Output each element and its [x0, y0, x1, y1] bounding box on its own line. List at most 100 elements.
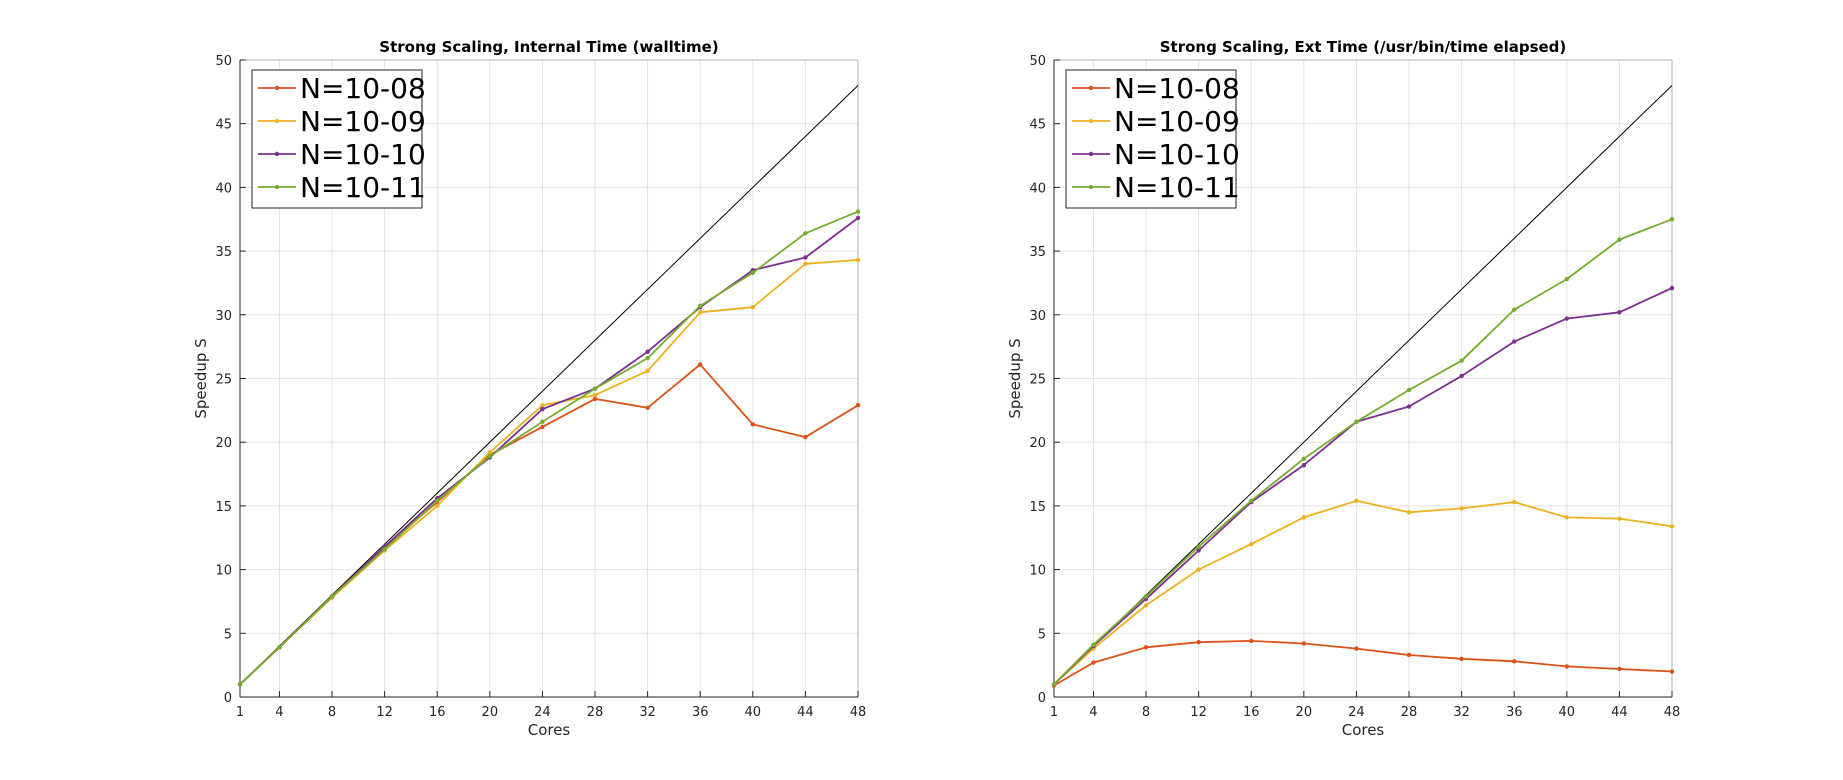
y-tick-label: 25	[1029, 373, 1046, 388]
data-point	[1512, 499, 1517, 505]
data-point	[645, 405, 650, 411]
y-tick-label: 30	[215, 309, 232, 324]
ideal-speedup-line	[239, 85, 859, 685]
x-tick-label: 12	[1190, 705, 1207, 720]
data-point	[645, 355, 650, 361]
legend-entry-label: N=10-08	[300, 72, 426, 105]
y-tick-label: 35	[215, 245, 232, 260]
y-tick-label: 5	[1038, 627, 1046, 642]
x-tick-label: 1	[236, 705, 244, 720]
data-point	[592, 386, 598, 391]
x-tick-label: 8	[1142, 705, 1150, 720]
series-n-10-08	[1051, 638, 1675, 688]
x-tick-label: 16	[1243, 705, 1260, 720]
legend-swatch-marker	[274, 85, 280, 91]
data-point	[855, 403, 861, 408]
data-point	[645, 368, 650, 374]
data-point	[855, 209, 861, 214]
x-tick-label: 36	[1506, 705, 1523, 720]
data-point	[592, 392, 598, 398]
x-tick-label: 48	[850, 705, 867, 720]
data-point	[277, 645, 282, 650]
legend: N=10-08N=10-09N=10-10N=10-11	[251, 69, 426, 209]
data-point	[803, 231, 808, 236]
y-axis-label: Speedup S	[192, 338, 210, 418]
legend-swatch-marker	[1088, 118, 1094, 124]
data-point	[1301, 462, 1307, 468]
y-tick-label: 30	[1029, 309, 1046, 324]
legend: N=10-08N=10-09N=10-10N=10-11	[1065, 69, 1240, 209]
chart-panel-internal-time: 1 4 8 12 16 20 24 28 32 36 40 44 4805101520253035404…	[192, 38, 866, 739]
data-point	[1617, 666, 1622, 672]
legend-entry-label: N=10-08	[1114, 72, 1240, 105]
data-point	[803, 434, 808, 440]
x-tick-label: 20	[1296, 705, 1313, 720]
data-point	[540, 406, 545, 412]
x-tick-label: 1	[1050, 705, 1058, 720]
data-point	[855, 215, 861, 221]
x-tick-label: 8	[328, 705, 336, 720]
data-point	[1354, 498, 1359, 504]
x-tick-label: 28	[1401, 705, 1418, 720]
data-point	[329, 594, 335, 599]
data-point	[1091, 642, 1096, 647]
x-tick-label: 44	[1611, 705, 1628, 720]
data-point	[1459, 373, 1464, 379]
ideal-speedup-line	[1053, 85, 1673, 685]
x-tick-label: 24	[1348, 705, 1365, 720]
y-tick-label: 20	[215, 436, 232, 451]
data-point	[698, 362, 703, 367]
data-point	[1143, 594, 1149, 599]
legend-entry-label: N=10-09	[300, 105, 426, 138]
x-axis-label: Cores	[1342, 721, 1385, 739]
data-point	[1143, 603, 1149, 608]
data-point	[540, 424, 545, 430]
y-tick-label: 20	[1029, 436, 1046, 451]
data-point	[1249, 638, 1254, 644]
y-tick-label: 5	[224, 627, 232, 642]
data-point	[1196, 640, 1201, 645]
data-point	[1196, 567, 1201, 572]
data-point	[1669, 217, 1675, 222]
y-tick-label: 25	[215, 373, 232, 388]
x-tick-label: 40	[745, 705, 762, 720]
data-point	[435, 498, 440, 504]
data-point	[435, 503, 440, 509]
data-point	[1354, 646, 1359, 651]
legend-swatch-marker	[274, 184, 280, 190]
data-point	[1617, 516, 1622, 521]
y-tick-label: 35	[1029, 245, 1046, 260]
y-tick-label: 50	[1029, 54, 1046, 69]
data-point	[487, 450, 493, 455]
data-point	[1617, 237, 1622, 242]
x-tick-label: 12	[376, 705, 393, 720]
data-point	[1459, 506, 1464, 511]
chart-title: Strong Scaling, Ext Time (/usr/bin/time …	[1160, 38, 1567, 56]
x-tick-label: 32	[1453, 705, 1470, 720]
y-tick-label: 45	[1029, 118, 1046, 133]
data-point	[1301, 456, 1307, 461]
legend-swatch-marker	[1088, 151, 1094, 157]
data-point	[540, 403, 545, 408]
data-point	[1564, 316, 1570, 321]
data-point	[698, 310, 703, 315]
chart-panel-ext-time: 1 4 8 12 16 20 24 28 32 36 40 44 4805101520253035404…	[1006, 38, 1680, 739]
data-point	[487, 454, 493, 459]
data-point	[1669, 285, 1675, 291]
y-tick-label: 0	[224, 691, 232, 706]
x-tick-label: 20	[482, 705, 499, 720]
data-point	[592, 396, 598, 402]
x-tick-label: 36	[692, 705, 709, 720]
y-tick-label: 10	[215, 564, 232, 579]
series-n-10-11	[1051, 217, 1675, 687]
data-point	[1512, 339, 1517, 344]
data-point	[1301, 641, 1307, 646]
x-tick-label: 4	[275, 705, 283, 720]
data-point	[1249, 541, 1254, 547]
y-tick-label: 15	[1029, 500, 1046, 515]
legend-swatch-marker	[1088, 184, 1094, 190]
data-point	[1354, 419, 1359, 425]
data-point	[1564, 276, 1570, 282]
x-tick-label: 16	[429, 705, 446, 720]
x-tick-label: 40	[1559, 705, 1576, 720]
